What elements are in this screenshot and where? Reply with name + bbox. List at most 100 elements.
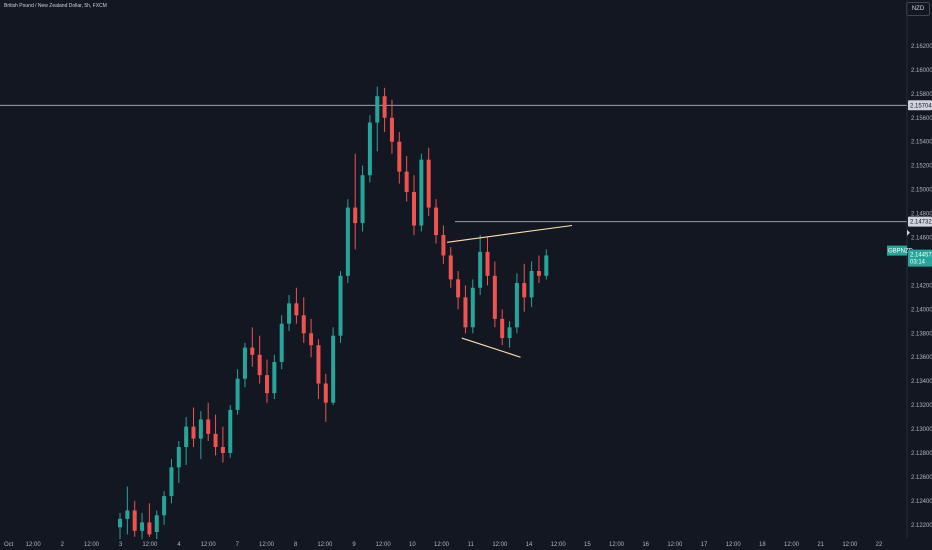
candle-body: [316, 345, 321, 384]
candle-body: [118, 518, 122, 528]
x-tick-label: 12:00: [142, 542, 158, 548]
candle: [382, 87, 387, 133]
candle-body: [125, 510, 130, 519]
candle-body: [169, 467, 174, 497]
candle-body: [228, 409, 233, 453]
candle-body: [470, 287, 475, 328]
current-price-tag: [908, 249, 932, 267]
y-tick-label: 2.14600: [911, 235, 932, 241]
y-tick-label: 2.12600: [911, 475, 932, 481]
candle: [485, 237, 490, 286]
level-price-tag: [908, 100, 932, 111]
y-tick-label: 2.13600: [911, 355, 932, 361]
candle: [507, 321, 512, 348]
candle-body: [287, 303, 292, 324]
x-tick-label: 8: [294, 542, 298, 548]
x-tick-label: Oct: [4, 542, 14, 548]
candle: [118, 512, 122, 540]
candle-body: [257, 354, 262, 376]
candle: [536, 255, 541, 283]
candle-body: [265, 375, 269, 394]
candle-body: [147, 522, 152, 535]
x-tick-label: 17: [701, 542, 708, 548]
candle-body: [529, 271, 534, 298]
candle: [514, 273, 519, 334]
candle: [397, 132, 402, 184]
candle-body: [176, 447, 181, 468]
candle: [478, 235, 483, 295]
candle: [434, 199, 439, 244]
candle-body: [404, 171, 409, 192]
x-tick-label: 15: [584, 542, 591, 548]
candle: [235, 369, 240, 415]
symbol-label: GBPNZD: [888, 249, 914, 255]
symbol-tag: [887, 245, 907, 256]
x-tick-label: 22: [876, 542, 883, 548]
candle: [316, 339, 321, 400]
trendline: [447, 224, 573, 243]
candle-body: [345, 207, 350, 276]
candle-body: [456, 279, 461, 298]
candle: [323, 373, 328, 422]
candle: [500, 309, 505, 346]
candle-body: [184, 426, 189, 448]
candle: [294, 287, 299, 324]
y-tick-label: 2.15400: [911, 140, 932, 146]
candle: [492, 261, 497, 328]
candle-body: [375, 96, 380, 123]
candle: [529, 261, 534, 307]
candle: [176, 441, 181, 483]
candle: [279, 315, 284, 370]
candle-body: [301, 315, 306, 334]
candle: [338, 271, 343, 343]
x-tick-label: 12:00: [26, 542, 42, 548]
candle-body: [389, 117, 394, 142]
y-tick-label: 2.12800: [911, 451, 932, 457]
y-tick-label: 2.14000: [911, 307, 932, 313]
x-tick-label: 11: [468, 542, 475, 548]
x-tick-label: 4: [177, 542, 181, 548]
x-tick-label: 12:00: [784, 542, 800, 548]
candle: [448, 247, 453, 288]
x-tick-label: 12:00: [551, 542, 567, 548]
candle: [441, 225, 446, 264]
candle-body: [191, 426, 196, 439]
candle-body: [242, 347, 247, 379]
y-tick-label: 2.13400: [911, 379, 932, 385]
y-tick-label: 2.14800: [911, 212, 932, 218]
candle-body: [279, 323, 284, 362]
candle-body: [235, 378, 240, 410]
candle: [470, 279, 475, 334]
x-tick-label: 12:00: [609, 542, 625, 548]
candle: [331, 327, 336, 406]
candle-body: [220, 447, 225, 453]
candle-body: [140, 522, 145, 531]
candle: [345, 199, 350, 283]
level-price-tag: [908, 216, 932, 227]
candle-body: [514, 282, 519, 328]
candle-body: [250, 347, 255, 355]
candle-body: [426, 159, 431, 208]
candle-body: [154, 515, 159, 533]
candle-body: [485, 251, 490, 276]
candle: [198, 411, 203, 459]
candle-body: [323, 383, 328, 403]
x-tick-label: 2: [61, 542, 65, 548]
candle: [360, 165, 365, 232]
candle-body: [367, 122, 372, 176]
y-tick-label: 2.15000: [911, 188, 932, 194]
candle: [375, 86, 380, 152]
x-tick-label: 18: [759, 542, 766, 548]
current-price-label: 2.14457: [910, 253, 932, 259]
candle-body: [500, 318, 505, 339]
y-tick-label: 2.16000: [911, 68, 932, 74]
candle-body: [213, 433, 218, 448]
candle: [404, 156, 409, 202]
trendline: [461, 337, 521, 358]
candle-body: [198, 419, 203, 439]
candle: [463, 285, 468, 334]
candle-body: [309, 333, 314, 346]
y-tick-label: 2.15800: [911, 92, 932, 98]
candle-body: [132, 510, 137, 531]
